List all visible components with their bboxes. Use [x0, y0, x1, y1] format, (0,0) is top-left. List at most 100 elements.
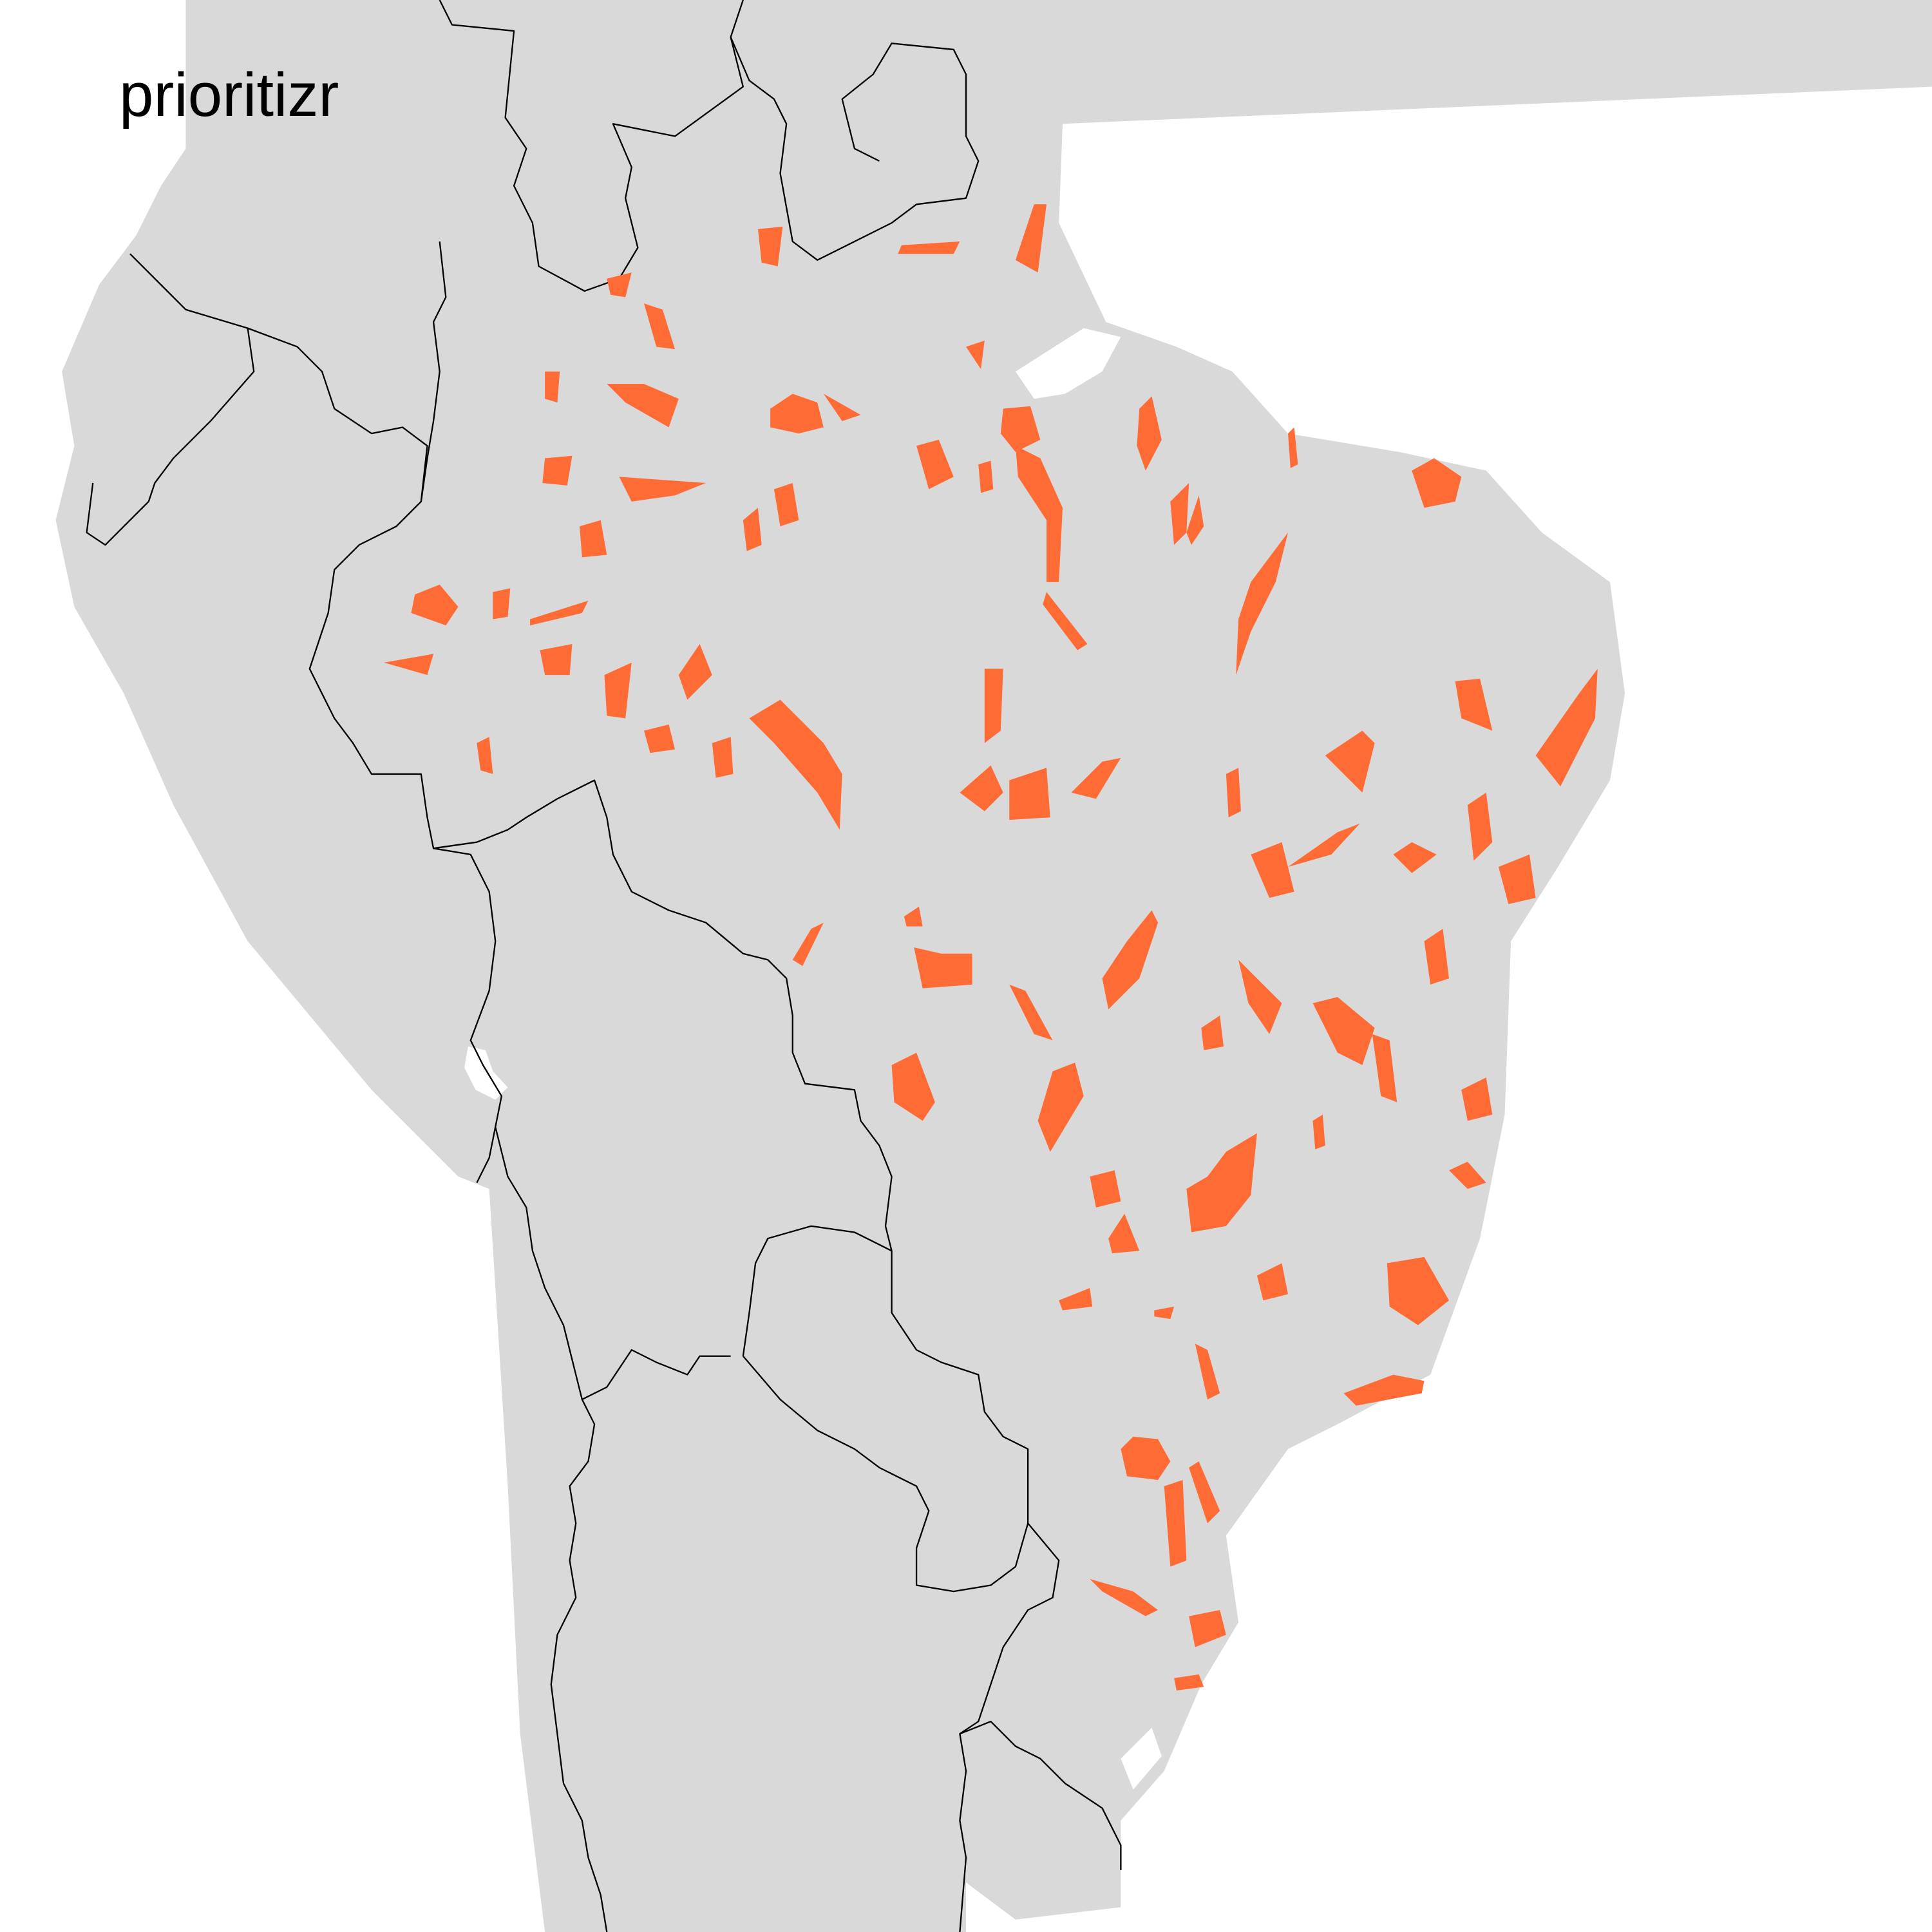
- selection-patch: [1535, 668, 1598, 787]
- land-mass: [55, 0, 1932, 1932]
- selection-patch: [1226, 768, 1241, 818]
- selection-patch: [1412, 458, 1462, 508]
- selection-patch: [1102, 910, 1159, 1010]
- selection-patch: [1195, 1343, 1220, 1400]
- selection-patch: [891, 1052, 935, 1121]
- selection-patch: [1312, 997, 1375, 1065]
- selection-patch: [1461, 1077, 1493, 1121]
- selection-patch: [477, 737, 493, 774]
- selection-patch: [1154, 1306, 1175, 1320]
- selection-patch: [540, 644, 573, 676]
- selection-patch: [1090, 1578, 1159, 1616]
- selection-patch: [619, 477, 706, 502]
- selection-patch: [1256, 1263, 1288, 1301]
- border-argentina-brazil: [959, 1522, 1060, 1932]
- border-ecuador-peru: [86, 328, 255, 546]
- selection-patch: [1372, 1034, 1397, 1103]
- selection-patch: [1186, 1133, 1257, 1233]
- selection-patch: [580, 520, 607, 558]
- selection-patch: [530, 600, 589, 626]
- selection-patch: [770, 393, 824, 434]
- selection-patch: [1090, 1170, 1121, 1208]
- selection-patch: [1312, 1114, 1325, 1150]
- border-venezuela-guyana: [730, 37, 980, 261]
- border-colombia-peru: [129, 253, 428, 502]
- selection-patch: [644, 303, 676, 350]
- selection-patch: [904, 906, 923, 927]
- selection-patch: [823, 393, 861, 421]
- selection-patch: [1015, 446, 1063, 582]
- selection-patch: [1498, 854, 1536, 904]
- border-colombia-west: [308, 241, 893, 1251]
- selection-patch: [1236, 532, 1288, 676]
- selection-patch: [493, 588, 511, 620]
- selection-patch: [1164, 1480, 1187, 1567]
- selection-patch: [1343, 1374, 1425, 1406]
- border-argentina-chile: [550, 1399, 608, 1932]
- selection-patch: [1201, 1015, 1224, 1050]
- selection-patch: [966, 340, 985, 370]
- selection-patch: [1037, 1063, 1084, 1152]
- selection-patch: [1121, 1436, 1171, 1481]
- selection-patch: [1108, 1213, 1140, 1254]
- selection-patch: [978, 460, 994, 493]
- selection-patch: [960, 765, 1003, 811]
- selection-patch: [678, 644, 712, 700]
- selected-planning-units: [384, 204, 1598, 1690]
- map-title: prioritizr: [119, 61, 339, 129]
- selection-patch: [1449, 1161, 1486, 1189]
- selection-patch: [1170, 483, 1189, 545]
- selection-patch: [1059, 1288, 1093, 1311]
- selection-patch: [607, 384, 679, 428]
- border-bolivia-chile: [495, 1126, 731, 1401]
- selection-patch: [898, 242, 960, 254]
- selection-patch: [1009, 984, 1053, 1041]
- selection-patch: [1251, 842, 1294, 898]
- selection-patch: [1387, 1256, 1449, 1325]
- selection-patch: [604, 662, 632, 719]
- selection-patch: [1137, 396, 1162, 471]
- selection-patch: [757, 226, 783, 267]
- selection-patch: [1238, 960, 1282, 1034]
- selection-patch: [914, 947, 972, 989]
- selection-patch: [1186, 495, 1204, 545]
- estuary-icon: [1121, 1727, 1162, 1790]
- selection-patch: [384, 654, 434, 676]
- selection-patch: [1009, 768, 1050, 820]
- selection-patch: [792, 922, 824, 966]
- border-paraguay-south: [742, 1251, 1029, 1593]
- selection-patch: [1288, 427, 1298, 468]
- selection-patch: [1015, 204, 1046, 273]
- amazon-delta-icon: [1015, 328, 1121, 399]
- selection-patch: [644, 724, 676, 753]
- selection-patch: [1189, 1610, 1226, 1647]
- border-uruguay: [959, 1720, 1122, 1870]
- selection-patch: [1288, 823, 1360, 867]
- selection-patch: [542, 455, 573, 486]
- country-borders: [86, 0, 1122, 1932]
- selection-patch: [545, 371, 560, 402]
- selection-patch: [411, 584, 459, 626]
- selection-patch: [749, 699, 842, 830]
- selection-patch: [1000, 406, 1041, 452]
- selection-patch: [712, 737, 734, 778]
- selection-patch: [916, 439, 954, 489]
- selection-patch: [773, 483, 799, 527]
- selection-patch: [1071, 757, 1121, 799]
- selection-patch: [1455, 678, 1493, 731]
- border-colombia-brazil: [439, 0, 744, 292]
- border-peru-bolivia: [433, 848, 502, 1184]
- lake-icon: [464, 1046, 508, 1100]
- selection-patch: [743, 507, 762, 551]
- selection-patch: [607, 272, 632, 298]
- selection-patch: [1424, 929, 1449, 985]
- selection-patch: [1043, 592, 1088, 650]
- selection-patch: [1467, 792, 1493, 861]
- selection-patch: [1189, 1461, 1220, 1524]
- selection-patch: [1325, 730, 1375, 793]
- selection-patch: [1174, 1674, 1204, 1690]
- selection-patch: [984, 668, 1003, 743]
- border-bolivia-paraguay: [742, 1225, 893, 1356]
